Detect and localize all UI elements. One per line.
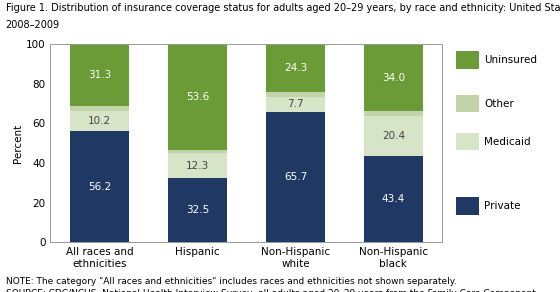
Text: Other: Other — [484, 99, 514, 109]
Bar — [364, 116, 423, 156]
Bar — [266, 97, 325, 112]
Text: 20.4: 20.4 — [382, 131, 405, 141]
Bar — [70, 44, 129, 106]
Text: NOTE: The category "All races and ethnicities" includes races and ethnicities no: NOTE: The category "All races and ethnic… — [6, 277, 456, 286]
Bar — [364, 44, 423, 111]
Bar — [266, 44, 325, 92]
Text: 10.2: 10.2 — [88, 116, 111, 126]
Text: 43.4: 43.4 — [382, 194, 405, 204]
Text: 53.6: 53.6 — [186, 92, 209, 102]
Y-axis label: Percent: Percent — [13, 124, 23, 163]
Text: Medicaid: Medicaid — [484, 137, 531, 147]
Text: SOURCE: CDC/NCHS, National Health Interview Survey, all adults aged 20–29 years : SOURCE: CDC/NCHS, National Health Interv… — [6, 289, 538, 292]
Bar — [364, 111, 423, 116]
Bar — [70, 131, 129, 242]
Text: 7.7: 7.7 — [287, 99, 304, 109]
Text: 56.2: 56.2 — [88, 182, 111, 192]
Bar — [266, 92, 325, 97]
Text: 12.3: 12.3 — [186, 161, 209, 171]
Text: 32.5: 32.5 — [186, 205, 209, 215]
Text: Private: Private — [484, 201, 521, 211]
Bar — [364, 156, 423, 242]
Bar — [266, 112, 325, 242]
Text: 65.7: 65.7 — [284, 172, 307, 182]
Bar — [168, 153, 227, 178]
Text: 31.3: 31.3 — [88, 70, 111, 80]
Bar — [168, 150, 227, 153]
Text: Uninsured: Uninsured — [484, 55, 538, 65]
Bar — [70, 110, 129, 131]
Text: 24.3: 24.3 — [284, 63, 307, 73]
Text: Figure 1. Distribution of insurance coverage status for adults aged 20–29 years,: Figure 1. Distribution of insurance cove… — [6, 3, 560, 13]
Bar — [168, 178, 227, 242]
Text: 2008–2009: 2008–2009 — [6, 20, 60, 30]
Bar — [168, 44, 227, 150]
Bar — [70, 106, 129, 110]
Text: 34.0: 34.0 — [382, 72, 405, 83]
